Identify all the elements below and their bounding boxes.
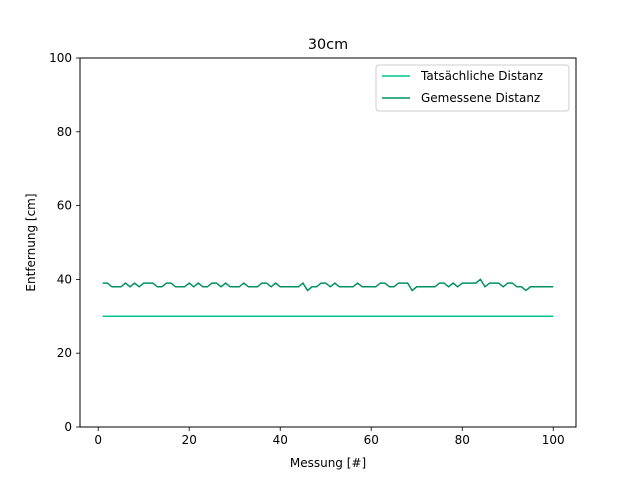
y-tick-label: 80 xyxy=(57,125,72,139)
x-axis: 0 20 40 60 80 100 xyxy=(94,427,565,447)
x-tick-label: 100 xyxy=(542,433,565,447)
y-axis: 0 20 40 60 80 100 xyxy=(49,51,80,434)
x-tick-label: 0 xyxy=(94,433,102,447)
series-layer xyxy=(102,278,554,318)
x-axis-label: Messung [#] xyxy=(290,456,366,470)
legend: Tatsächliche Distanz Gemessene Distanz xyxy=(375,64,570,112)
legend-entry-label: Tatsächliche Distanz xyxy=(420,69,543,83)
legend-entry-label: Gemessene Distanz xyxy=(421,91,540,105)
y-tick-label: 40 xyxy=(57,272,72,286)
axes-frame xyxy=(79,57,577,428)
series-line-gemessene-distanz xyxy=(102,278,554,292)
y-tick-label: 100 xyxy=(49,51,72,65)
y-axis-label: Entfernung [cm] xyxy=(24,193,38,291)
y-tick-label: 0 xyxy=(64,420,72,434)
y-tick-label: 60 xyxy=(57,199,72,213)
legend-box xyxy=(375,64,570,112)
x-tick-label: 60 xyxy=(364,433,379,447)
x-tick-label: 20 xyxy=(182,433,197,447)
x-tick-label: 80 xyxy=(455,433,470,447)
x-tick-label: 40 xyxy=(273,433,288,447)
chart-title: 30cm xyxy=(308,37,348,53)
y-tick-label: 20 xyxy=(57,346,72,360)
